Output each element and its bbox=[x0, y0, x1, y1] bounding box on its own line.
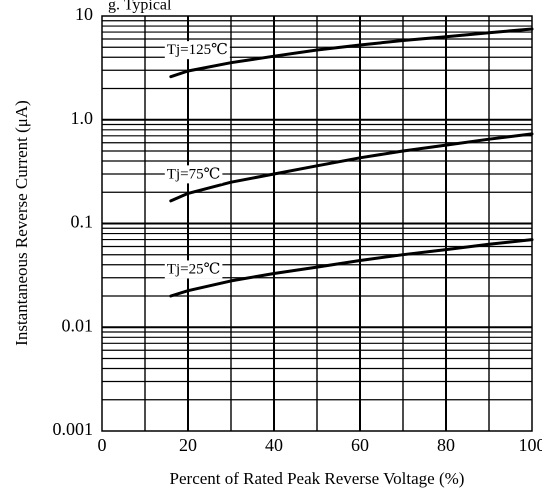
y-tick-label: 1.0 bbox=[71, 108, 94, 128]
x-tick-label: 60 bbox=[351, 435, 369, 455]
series-label-2: Tj=25℃ bbox=[167, 261, 221, 277]
series-line-2 bbox=[169, 238, 534, 298]
series-line-0 bbox=[169, 27, 534, 79]
y-tick-label: 10 bbox=[75, 4, 93, 24]
chart-title: g. Typical bbox=[108, 0, 172, 14]
y-tick-label: 0.1 bbox=[71, 212, 94, 232]
y-tick-label: 0.001 bbox=[53, 419, 94, 439]
y-axis-label: Instantaneous Reverse Current (μA) bbox=[12, 100, 31, 346]
series-label-background bbox=[164, 165, 223, 184]
series-line-1 bbox=[169, 132, 534, 203]
x-tick-label: 80 bbox=[437, 435, 455, 455]
series-label-background bbox=[164, 260, 223, 279]
curves bbox=[169, 27, 534, 298]
plot-frame bbox=[101, 15, 533, 432]
grid bbox=[102, 16, 532, 431]
x-tick-label: 40 bbox=[265, 435, 283, 455]
x-tick-label: 0 bbox=[98, 435, 107, 455]
series-label-0: Tj=125℃ bbox=[167, 42, 228, 58]
y-tick-label: 0.01 bbox=[62, 315, 94, 335]
series-labels: Tj=125℃ Tj=75℃ Tj=25℃ bbox=[164, 41, 230, 279]
series-label-1: Tj=75℃ bbox=[167, 166, 221, 182]
x-tick-label: 100 bbox=[519, 435, 542, 455]
series-label-background bbox=[164, 41, 230, 60]
x-tick-label: 20 bbox=[179, 435, 197, 455]
x-axis-label: Percent of Rated Peak Reverse Voltage (%… bbox=[170, 469, 465, 488]
tick-labels: 0 20 40 60 80 100 0.001 0.01 0.1 1.0 10 bbox=[53, 4, 542, 455]
